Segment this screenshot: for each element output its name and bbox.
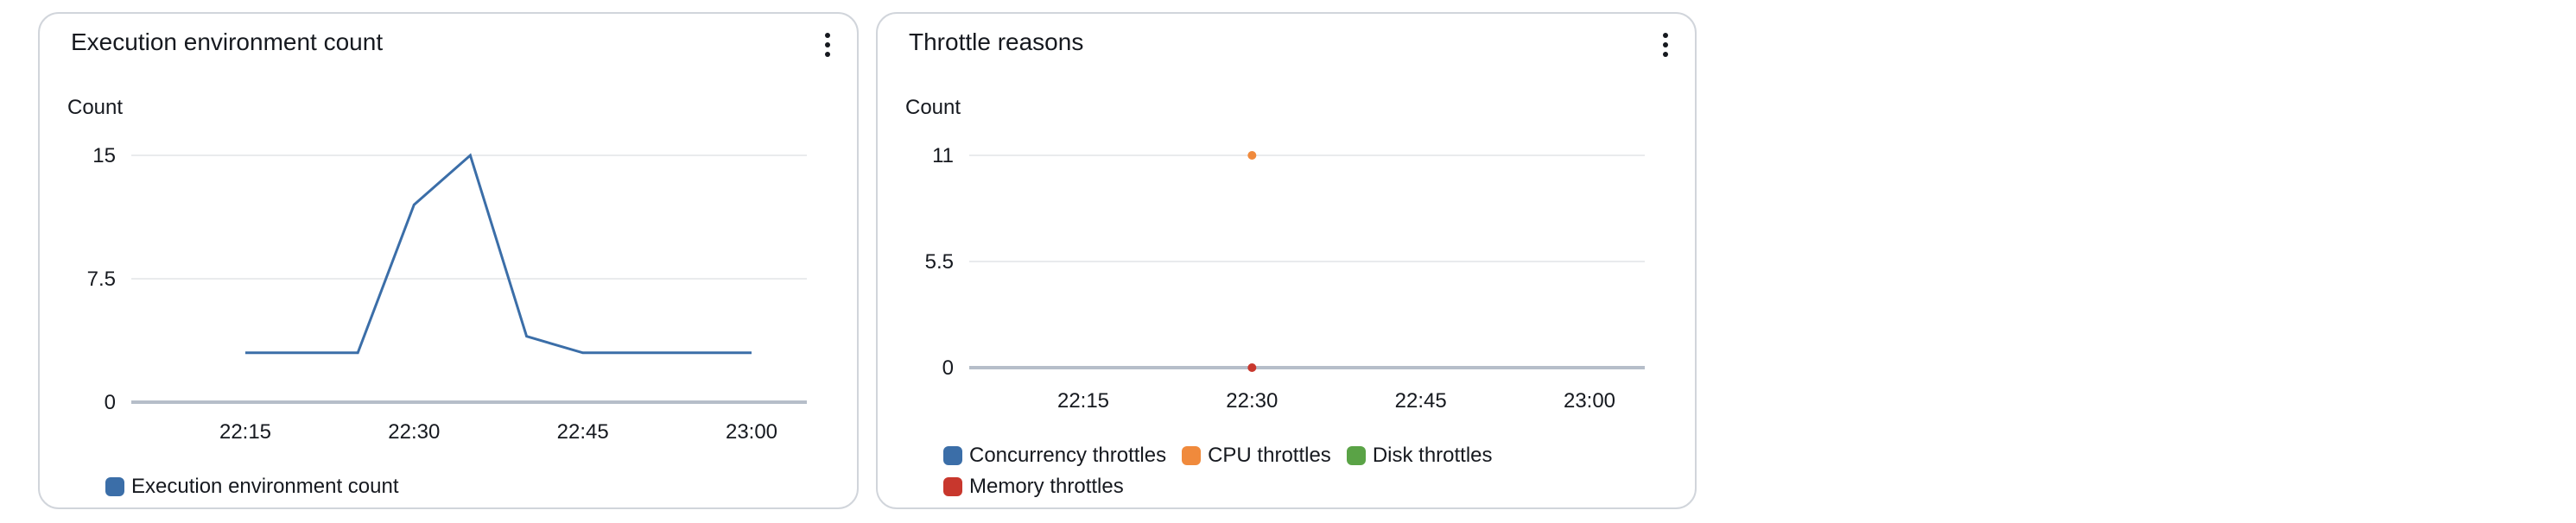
- chart-legend: Execution environment count: [105, 471, 831, 502]
- x-tick-label: 23:00: [726, 420, 777, 444]
- data-point[interactable]: [1247, 363, 1257, 372]
- panel-title: Throttle reasons: [909, 28, 1084, 55]
- legend-label: Concurrency throttles: [969, 444, 1167, 467]
- legend-swatch: [1346, 446, 1366, 465]
- legend-item[interactable]: CPU throttles: [1182, 440, 1331, 471]
- x-tick-label: 22:45: [1395, 389, 1447, 413]
- panel-menu-button[interactable]: [812, 28, 843, 62]
- throttle-reasons-panel: Throttle reasons Count 0 5.5 11 22:15 22:30 22…: [876, 12, 1697, 509]
- panel-menu-button[interactable]: [1650, 28, 1681, 62]
- dot-icon: [1663, 42, 1668, 47]
- legend-item[interactable]: Execution environment count: [105, 471, 399, 502]
- legend-swatch: [105, 477, 124, 496]
- legend-label: Disk throttles: [1372, 444, 1493, 467]
- dot-icon: [825, 52, 830, 57]
- y-tick-label: 11: [932, 144, 954, 167]
- y-tick-label: 15: [92, 144, 116, 167]
- x-tick-label: 22:15: [1057, 389, 1109, 413]
- x-tick-label: 22:30: [1226, 389, 1278, 413]
- legend-label: CPU throttles: [1208, 444, 1331, 467]
- x-tick-label: 22:15: [219, 420, 271, 444]
- dot-icon: [1663, 33, 1668, 38]
- x-tick-label: 22:45: [557, 420, 609, 444]
- execution-environment-count-chart: Count 0 7.5 15 22:15 22:30 22:45 23:00: [67, 96, 807, 444]
- x-tick-label: 22:30: [388, 420, 440, 444]
- execution-environment-count-panel: Execution environment count Count 0 7.5 15 2…: [38, 12, 859, 509]
- legend-swatch: [943, 446, 962, 465]
- y-axis-label: Count: [67, 96, 123, 119]
- y-tick-label: 7.5: [87, 268, 116, 291]
- legend-label: Memory throttles: [969, 475, 1124, 498]
- y-tick-label: 5.5: [925, 250, 954, 274]
- dot-icon: [825, 33, 830, 38]
- legend-item[interactable]: Disk throttles: [1346, 440, 1493, 471]
- legend-label: Execution environment count: [131, 475, 399, 498]
- data-point[interactable]: [1247, 151, 1257, 160]
- dot-icon: [825, 42, 830, 47]
- y-tick-label: 0: [942, 356, 954, 380]
- legend-item[interactable]: Concurrency throttles: [943, 440, 1166, 471]
- throttle-reasons-chart: Count 0 5.5 11 22:15 22:30 22:45 23:00: [905, 96, 1645, 413]
- chart-legend: Concurrency throttles CPU throttles Disk t…: [943, 440, 1565, 502]
- dot-icon: [1663, 52, 1668, 57]
- legend-item[interactable]: Memory throttles: [943, 471, 1124, 502]
- y-tick-label: 0: [105, 391, 116, 414]
- x-tick-label: 23:00: [1564, 389, 1615, 413]
- panel-title: Execution environment count: [71, 28, 384, 55]
- series-line[interactable]: [245, 153, 752, 355]
- legend-swatch: [1182, 446, 1202, 465]
- y-axis-label: Count: [905, 96, 961, 119]
- legend-swatch: [943, 477, 962, 496]
